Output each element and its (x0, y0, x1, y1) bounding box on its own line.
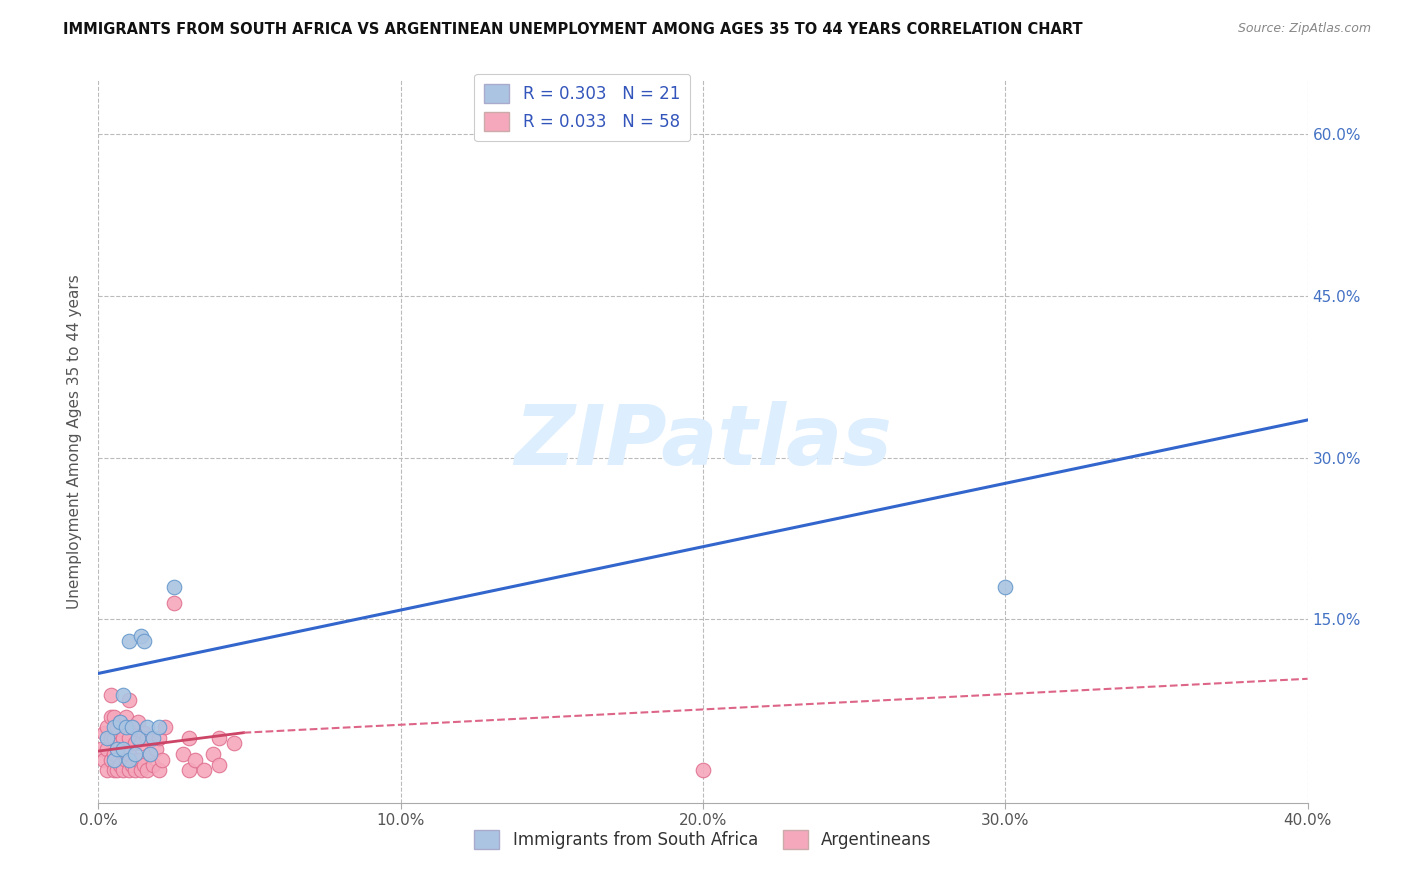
Point (105, 720, 128, 734)
Point (108, 714, 131, 729)
Point (111, 688, 134, 702)
Point (172, 747, 194, 762)
Point (100, 709, 122, 723)
Point (145, 742, 167, 756)
Point (224, 737, 246, 751)
Point (132, 634, 155, 648)
Point (994, 580, 1017, 594)
Point (105, 764, 128, 778)
Point (105, 742, 128, 756)
Point (208, 758, 231, 772)
Y-axis label: Unemployment Among Ages 35 to 44 years: Unemployment Among Ages 35 to 44 years (67, 274, 83, 609)
Point (142, 731, 165, 745)
Point (121, 720, 143, 734)
Point (100, 731, 122, 745)
Point (103, 709, 125, 723)
Point (121, 758, 143, 772)
Point (193, 764, 215, 778)
Point (111, 742, 134, 756)
Point (150, 753, 173, 767)
Point (114, 753, 136, 767)
Text: Source: ZipAtlas.com: Source: ZipAtlas.com (1237, 22, 1371, 36)
Point (108, 737, 131, 751)
Point (103, 720, 125, 734)
Point (93, 725, 115, 739)
Point (118, 634, 141, 648)
Point (111, 764, 134, 778)
Text: ZIPatlas: ZIPatlas (515, 401, 891, 482)
Point (129, 629, 152, 643)
Point (96, 764, 118, 778)
Point (105, 742, 128, 756)
Point (103, 731, 125, 745)
Point (163, 580, 186, 594)
Point (114, 709, 136, 723)
Point (129, 764, 152, 778)
Point (108, 758, 131, 772)
Point (132, 725, 155, 739)
Point (96, 731, 118, 745)
Point (179, 764, 201, 778)
Point (93, 753, 115, 767)
Point (124, 747, 146, 762)
Point (118, 731, 141, 745)
Point (153, 720, 176, 734)
Point (127, 731, 149, 745)
Point (148, 731, 170, 745)
Point (135, 764, 157, 778)
Point (692, 764, 714, 778)
Point (118, 753, 141, 767)
Point (124, 764, 146, 778)
Point (111, 731, 134, 745)
Point (108, 714, 131, 729)
Point (139, 747, 162, 762)
Point (118, 747, 141, 762)
Point (148, 764, 170, 778)
Point (90, 742, 112, 756)
Point (148, 720, 170, 734)
Point (118, 693, 141, 707)
Point (103, 747, 125, 762)
Point (124, 737, 146, 751)
Point (103, 753, 125, 767)
Legend: Immigrants from South Africa, Argentineans: Immigrants from South Africa, Argentinea… (468, 823, 938, 856)
Point (132, 758, 155, 772)
Point (121, 720, 143, 734)
Point (179, 731, 201, 745)
Point (184, 753, 207, 767)
Point (118, 764, 141, 778)
Point (135, 720, 157, 734)
Point (127, 714, 149, 729)
Point (96, 742, 118, 756)
Point (127, 753, 149, 767)
Point (135, 731, 157, 745)
Text: IMMIGRANTS FROM SOUTH AFRICA VS ARGENTINEAN UNEMPLOYMENT AMONG AGES 35 TO 44 YEA: IMMIGRANTS FROM SOUTH AFRICA VS ARGENTIN… (63, 22, 1083, 37)
Point (100, 753, 122, 767)
Point (139, 747, 162, 762)
Point (208, 731, 231, 745)
Point (100, 688, 122, 702)
Point (103, 764, 125, 778)
Point (202, 747, 225, 762)
Point (142, 758, 165, 772)
Point (163, 596, 186, 610)
Point (96, 720, 118, 734)
Point (114, 720, 136, 734)
Point (129, 737, 152, 751)
